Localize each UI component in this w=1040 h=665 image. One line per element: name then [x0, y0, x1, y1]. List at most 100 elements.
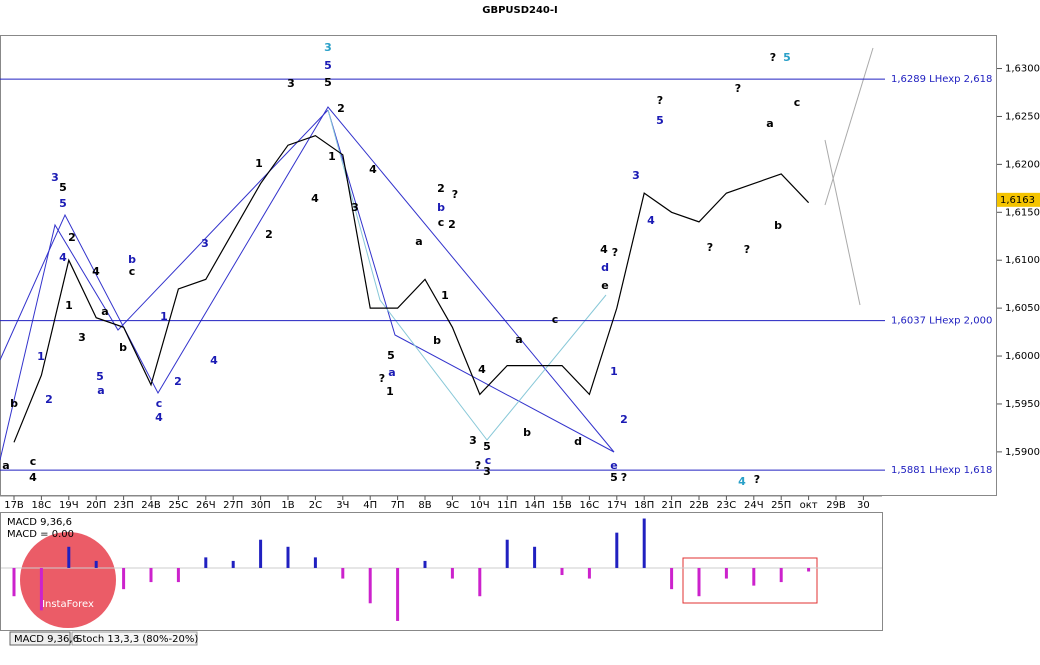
y-tick-label: 1,5950	[1005, 399, 1040, 410]
wave-label: 5	[483, 440, 491, 453]
wave-label: c	[30, 455, 37, 468]
wave-label: 3	[78, 331, 86, 344]
wave-label: 1	[328, 150, 336, 163]
price-line	[13, 134, 810, 443]
wave-label: a	[388, 366, 395, 379]
x-tick-label: 18С	[32, 500, 52, 511]
wave-label: e	[610, 459, 617, 472]
wave-label: 3	[201, 237, 209, 250]
indicator-value: MACD = 0.00	[7, 529, 74, 540]
x-tick-label: 3Ч	[336, 500, 349, 511]
wave-label: 4	[600, 243, 608, 256]
wave-label: c	[794, 96, 801, 109]
x-tick-label: 19Ч	[59, 500, 79, 511]
wave-label: 4	[155, 411, 163, 424]
wave-label: a	[766, 117, 773, 130]
wave-label: 4	[210, 354, 218, 367]
x-tick-label: 26Ч	[196, 500, 216, 511]
level-label: 1,6037 LHexp 2,000	[891, 316, 992, 327]
x-tick-label: 4П	[363, 500, 377, 511]
wave-label: 5	[610, 471, 618, 484]
x-tick-label: 8В	[418, 500, 431, 511]
wave-label: 4	[59, 251, 67, 264]
x-tick-label: 23С	[717, 500, 737, 511]
wave-label: 1	[160, 310, 168, 323]
wave-label: 5	[59, 181, 67, 194]
wave-label: 4	[92, 265, 100, 278]
wave-label: 3	[351, 201, 359, 214]
wave-label: 2	[265, 228, 273, 241]
wave-label: 5	[324, 59, 332, 72]
wave-label: ?	[744, 243, 750, 256]
highlight-box	[682, 557, 818, 604]
logo: InstaForex	[20, 532, 116, 628]
indicator-title: MACD 9,36,6	[7, 517, 72, 528]
y-tick-label: 1,6250	[1005, 111, 1040, 122]
wave-label: 3	[51, 171, 59, 184]
wave-label: ?	[475, 459, 481, 472]
aux-lines	[327, 109, 607, 441]
wave-label: c	[438, 216, 445, 229]
indicator-frame	[0, 512, 883, 631]
x-tick-label: окт	[800, 500, 818, 511]
x-tick-label: 11П	[497, 500, 517, 511]
x-tick-label: 16С	[580, 500, 600, 511]
x-tick-label: 29В	[826, 500, 846, 511]
logo-badge	[20, 532, 116, 628]
level-label: 1,5881 LHexp 1,618	[891, 465, 992, 476]
wave-label: 5	[96, 370, 104, 383]
wave-label: 4	[478, 363, 486, 376]
y-tick-label: 1,5900	[1005, 447, 1040, 458]
x-tick-label: 23П	[113, 500, 133, 511]
wave-lines	[0, 106, 615, 461]
x-tick-label: 21П	[661, 500, 681, 511]
x-tick-label: 20П	[86, 500, 106, 511]
wave-label: 4	[29, 471, 37, 484]
wave-label: 2	[174, 375, 182, 388]
wave-label: e	[601, 279, 608, 292]
tab-label[interactable]: Stoch 13,3,3 (80%-20%)	[76, 634, 198, 645]
y-tick-label: 1,6050	[1005, 303, 1040, 314]
wave-label: 3	[632, 169, 640, 182]
x-tick-label: 15В	[552, 500, 572, 511]
tab-label[interactable]: MACD 9,36,6	[14, 634, 79, 645]
x-tick-label: 14П	[524, 500, 544, 511]
wave-label: 1	[255, 157, 263, 170]
x-tick-label: 30П	[250, 500, 270, 511]
wave-label: 5	[387, 349, 395, 362]
x-tick-label: 24В	[141, 500, 161, 511]
wave-label: a	[515, 333, 522, 346]
tab[interactable]	[71, 631, 198, 646]
wave-label: 4	[738, 475, 746, 488]
y-tick-label: 1,6200	[1005, 159, 1040, 170]
x-tick-label: 27П	[223, 500, 243, 511]
wave-label: 2	[337, 102, 345, 115]
wave-label: ?	[657, 94, 663, 107]
x-tick-label: 17Ч	[607, 500, 627, 511]
wave-label: b	[433, 334, 441, 347]
wave-label: ?	[707, 241, 713, 254]
x-tick-label: 22В	[689, 500, 709, 511]
wave-label: b	[523, 426, 531, 439]
x-tick-label: 7П	[391, 500, 405, 511]
logo-text: InstaForex	[42, 599, 94, 610]
wave-label: 3	[287, 77, 295, 90]
wave-label: ?	[621, 471, 627, 484]
wave-label: 3	[324, 41, 332, 54]
wave-label: ?	[735, 82, 741, 95]
wave-label: ?	[770, 51, 776, 64]
wave-label: 2	[620, 413, 628, 426]
wave-label: d	[574, 435, 582, 448]
level-label: 1,6289 LHexp 2,618	[891, 74, 992, 85]
wave-label: 5	[783, 51, 791, 64]
wave-label: 1	[610, 365, 618, 378]
chart-title: GBPUSD240-I	[482, 5, 558, 16]
tab[interactable]	[9, 631, 71, 646]
wave-label: 5	[59, 197, 67, 210]
wave-label: b	[437, 201, 445, 214]
current-price-box	[997, 192, 1040, 207]
wave-label: a	[101, 305, 108, 318]
